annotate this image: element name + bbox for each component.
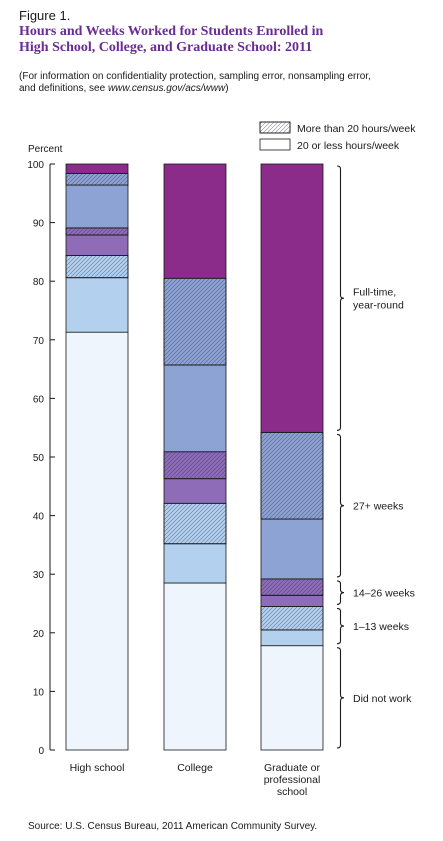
y-tick-label: 100 xyxy=(27,160,44,171)
bar-segment xyxy=(65,331,129,751)
x-category-label: Graduate or xyxy=(264,762,321,774)
bar-segment-hatch xyxy=(260,431,324,520)
note-line-2: and definitions, see www.census.gov/acs/… xyxy=(19,83,439,95)
y-tick-label: 60 xyxy=(33,394,45,405)
group-bracket xyxy=(336,607,345,645)
chart-title: Hours and Weeks Worked for Students Enro… xyxy=(19,24,434,56)
bar-segment-hatch xyxy=(65,172,129,186)
x-category-label: College xyxy=(177,762,213,774)
bar-segment xyxy=(65,184,129,229)
bar-segment xyxy=(260,518,324,580)
legend-label: More than 20 hours/week xyxy=(297,123,416,135)
x-category-label: High school xyxy=(70,762,125,774)
x-axis-labels: High school College Graduate orprofessiona… xyxy=(70,762,321,798)
legend: More than 20 hours/week 20 or less hours/… xyxy=(259,121,416,152)
y-tick-label: 40 xyxy=(33,512,45,523)
legend-label: 20 or less hours/week xyxy=(297,140,400,152)
y-tick-label: 50 xyxy=(33,453,45,464)
legend-swatch xyxy=(259,138,291,151)
x-category-label: professional xyxy=(264,774,321,786)
group-label: Full-time, xyxy=(353,287,396,299)
group-bracket xyxy=(336,647,345,749)
bar-segment xyxy=(163,582,227,751)
y-tick-label: 80 xyxy=(33,277,45,288)
bar-segment xyxy=(260,594,324,607)
note-line-1: (For information on confidentiality prot… xyxy=(19,71,371,82)
bar-segment-hatch xyxy=(163,502,227,545)
y-tick-label: 0 xyxy=(38,746,44,757)
legend-swatch-hatch xyxy=(259,121,291,134)
bar-segment xyxy=(65,163,129,174)
source-note: Source: U.S. Census Bureau, 2011 America… xyxy=(28,821,318,832)
group-bracket xyxy=(336,433,345,578)
bar-segment xyxy=(65,277,129,333)
figure-label: Figure 1. xyxy=(19,8,71,23)
bar-segment-hatch xyxy=(260,578,324,596)
note-url: www.census.gov/acs/www xyxy=(107,83,226,94)
y-tick-label: 30 xyxy=(33,570,45,581)
x-category-label: school xyxy=(277,786,307,798)
group-label: year-round xyxy=(353,300,404,312)
bar-segment xyxy=(260,163,324,433)
note-line-2-suffix: ) xyxy=(225,83,229,94)
y-axis-title: Percent xyxy=(28,144,63,155)
group-label: 14–26 weeks xyxy=(353,588,415,600)
group-label: Did not work xyxy=(353,693,412,705)
title-line-1: Hours and Weeks Worked for Students Enro… xyxy=(19,24,324,39)
bar-segment xyxy=(163,163,227,279)
y-tick-label: 70 xyxy=(33,336,45,347)
group-bracket xyxy=(336,165,345,431)
bar-segment xyxy=(163,478,227,504)
group-brackets: Did not work 1–13 weeks 14–26 weeks 27+ wee… xyxy=(336,165,415,749)
note-line-2-prefix: and definitions, see xyxy=(19,83,108,94)
bars xyxy=(65,163,324,751)
group-label: 1–13 weeks xyxy=(353,621,409,633)
bar-segment-hatch xyxy=(163,277,227,366)
y-axis: 0 10 20 30 40 50 60 70 80 90 100 Percent xyxy=(27,144,62,757)
title-line-2: High School, College, and Graduate Schoo… xyxy=(19,40,313,55)
y-tick-label: 10 xyxy=(33,687,45,698)
y-tick-label: 20 xyxy=(33,629,45,640)
bar-segment xyxy=(260,645,324,751)
chart-note: (For information on confidentiality prot… xyxy=(19,71,439,95)
group-bracket xyxy=(336,580,345,605)
bar-segment xyxy=(260,629,324,647)
bar-segment xyxy=(163,543,227,584)
y-tick-label: 90 xyxy=(33,219,45,230)
bar-segment-hatch xyxy=(260,606,324,631)
bar-segment xyxy=(163,364,227,453)
bar-segment-hatch xyxy=(163,451,227,480)
bar-segment xyxy=(65,234,129,256)
bar-segment-hatch xyxy=(65,255,129,279)
group-label: 27+ weeks xyxy=(353,501,404,513)
bar-segment-hatch xyxy=(65,227,129,236)
